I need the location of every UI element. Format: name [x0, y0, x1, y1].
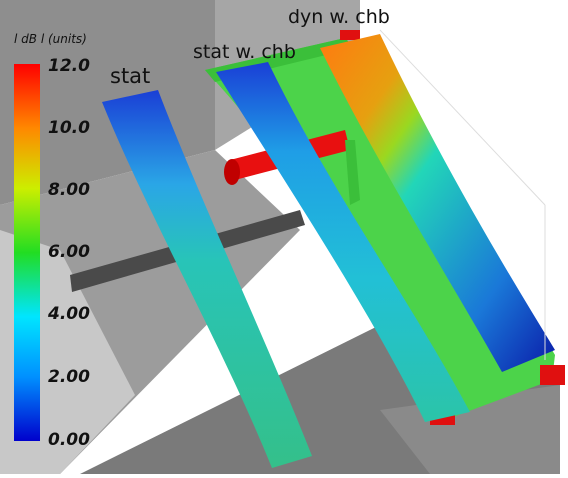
colorbar — [14, 64, 40, 441]
strip-stat — [102, 90, 312, 468]
colorbar-tick: 8.00 — [48, 180, 90, 200]
colorbar-tick: 0.00 — [48, 430, 90, 450]
colorbar-tick: 6.00 — [48, 242, 90, 262]
strip-dyn-chb — [320, 34, 555, 372]
bolt-top — [340, 30, 360, 40]
red-axle-end — [224, 159, 240, 185]
strip-stat-chb — [216, 62, 470, 422]
green-post — [345, 140, 360, 205]
colorbar-tick: 2.00 — [48, 367, 90, 387]
colorbar-tick: 4.00 — [48, 304, 90, 324]
bbox-edge — [379, 29, 546, 206]
label-dyn-chb: dyn w. chb — [288, 6, 390, 28]
colorbar-title: l dB l (units) — [14, 32, 87, 46]
colorbar-tick: 12.0 — [48, 56, 90, 76]
bolt-right — [540, 365, 565, 385]
bounding-box-region — [360, 0, 568, 474]
label-stat: stat — [110, 64, 151, 88]
label-stat-chb: stat w. chb — [193, 41, 296, 63]
colorbar-tick: 10.0 — [48, 118, 90, 138]
